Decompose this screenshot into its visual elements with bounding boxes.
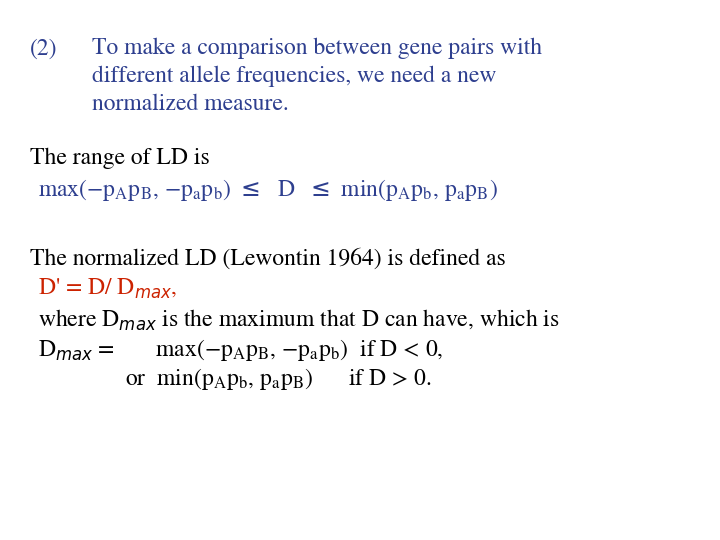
Text: The normalized LD (Lewontin 1964) is defined as: The normalized LD (Lewontin 1964) is def… — [30, 248, 505, 269]
Text: D$_{max}$ =       max($\mathregular{-p_Ap_B}$, $\mathregular{-p_ap_b}$)  if D < : D$_{max}$ = max($\mathregular{-p_Ap_B}$,… — [38, 337, 444, 363]
Text: max($\mathregular{-p_Ap_B}$, $\mathregular{-p_ap_b}$) $\leq$  D  $\leq$ min($\ma: max($\mathregular{-p_Ap_B}$, $\mathregul… — [38, 177, 498, 203]
Text: The range of LD is: The range of LD is — [30, 148, 210, 170]
Text: where D$_{max}$ is the maximum that D can have, which is: where D$_{max}$ is the maximum that D ca… — [38, 308, 559, 333]
Text: D' = D/ D$_{max}$,: D' = D/ D$_{max}$, — [38, 277, 177, 301]
Text: (2): (2) — [30, 38, 58, 59]
Text: different allele frequencies, we need a new: different allele frequencies, we need a … — [92, 66, 496, 87]
Text: normalized measure.: normalized measure. — [92, 94, 289, 116]
Text: or  min($\mathregular{p_Ap_b}$, $\mathregular{p_ap_B}$)      if D > 0.: or min($\mathregular{p_Ap_b}$, $\mathreg… — [125, 366, 431, 392]
Text: To make a comparison between gene pairs with: To make a comparison between gene pairs … — [92, 38, 542, 59]
